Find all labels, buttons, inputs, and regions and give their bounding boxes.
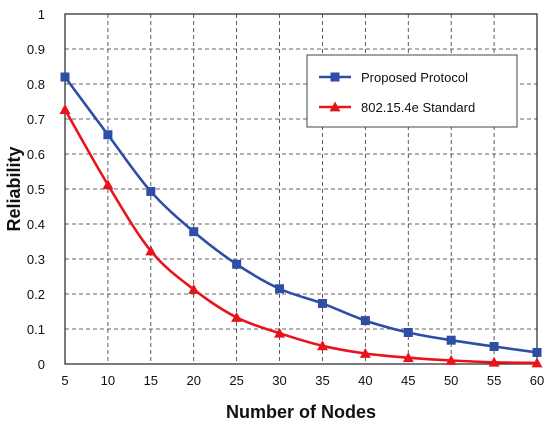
data-point — [403, 328, 413, 337]
x-tick-label: 5 — [61, 373, 68, 388]
data-point — [188, 283, 200, 294]
x-tick-label: 15 — [144, 373, 158, 388]
data-point — [532, 347, 542, 357]
data-point — [402, 352, 414, 363]
data-point — [359, 348, 371, 358]
y-tick-label: 0.7 — [27, 112, 45, 127]
data-point — [274, 327, 286, 338]
y-tick-label: 0.2 — [27, 287, 45, 302]
x-tick-label: 25 — [229, 373, 243, 388]
y-tick-label: 1 — [38, 7, 45, 22]
series-layer — [59, 72, 543, 368]
tick-labels: 5 10 15 20 25 30 35 40 45 50 55 60 0 0.1 0.2 0.3 0.4 0.5 0… — [27, 7, 544, 388]
y-tick-label: 0 — [38, 357, 45, 372]
legend-item: Proposed Protocol — [319, 70, 468, 85]
data-point — [531, 357, 543, 368]
data-point — [189, 227, 199, 237]
data-point — [360, 316, 370, 326]
legend-item: 802.15.4e Standard — [319, 100, 475, 115]
y-tick-label: 0.1 — [27, 322, 45, 337]
data-point — [103, 130, 113, 140]
data-point — [445, 355, 457, 365]
x-tick-label: 60 — [530, 373, 544, 388]
plot-frame — [64, 13, 538, 365]
data-point — [231, 311, 243, 322]
y-tick-label: 0.6 — [27, 147, 45, 162]
legend-label: Proposed Protocol — [361, 70, 468, 85]
x-axis-title: Number of Nodes — [226, 402, 376, 422]
data-point — [316, 340, 328, 351]
legend: Proposed Protocol 802.15.4e Standard — [306, 54, 518, 128]
data-point — [59, 104, 71, 114]
x-tick-label: 55 — [487, 373, 501, 388]
y-tick-label: 0.4 — [27, 217, 45, 232]
x-tick-label: 20 — [186, 373, 200, 388]
data-point — [232, 259, 242, 269]
data-point — [102, 179, 114, 190]
data-point — [275, 284, 285, 294]
y-tick-label: 0.5 — [27, 182, 45, 197]
y-tick-label: 0.8 — [27, 77, 45, 92]
data-point — [145, 245, 157, 256]
x-tick-label: 35 — [315, 373, 329, 388]
legend-triangle-marker — [329, 101, 341, 112]
legend-box — [306, 54, 518, 128]
data-point — [488, 356, 500, 367]
y-tick-label: 0.3 — [27, 252, 45, 267]
series-1 — [60, 72, 542, 357]
data-point — [446, 335, 456, 345]
y-axis-title: Reliability — [4, 146, 24, 231]
legend-square-marker — [330, 72, 340, 82]
data-point — [489, 342, 499, 351]
legend-label: 802.15.4e Standard — [361, 100, 475, 115]
series-line — [63, 108, 538, 365]
data-point — [146, 186, 156, 196]
x-tick-label: 30 — [272, 373, 286, 388]
y-tick-label: 0.9 — [27, 42, 45, 57]
x-tick-label: 10 — [101, 373, 115, 388]
series-2 — [59, 104, 543, 368]
legend-items: Proposed Protocol 802.15.4e Standard — [319, 70, 475, 115]
data-point — [60, 72, 70, 82]
data-point — [317, 298, 327, 308]
x-tick-label: 50 — [444, 373, 458, 388]
x-tick-label: 45 — [401, 373, 415, 388]
x-tick-label: 40 — [358, 373, 372, 388]
